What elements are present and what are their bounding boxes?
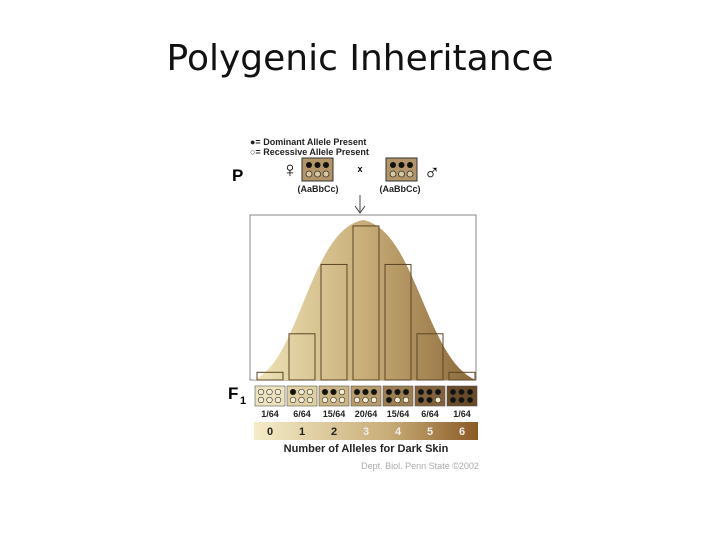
dominant-dot <box>330 388 337 396</box>
dominant-dot <box>353 388 361 396</box>
allele-count: 1 <box>299 426 305 438</box>
bar <box>384 263 412 381</box>
recessive-dot <box>257 388 265 396</box>
allele-count: 6 <box>459 426 465 438</box>
allele-count: 2 <box>331 426 337 438</box>
legend-dominant: ●= Dominant Allele Present <box>250 137 366 147</box>
fraction-label: 6/64 <box>421 409 439 419</box>
recessive-dot <box>322 170 330 178</box>
allele-count: 5 <box>427 426 433 438</box>
dominant-dot <box>385 388 393 396</box>
recessive-dot <box>274 388 282 396</box>
recessive-dot <box>338 388 346 396</box>
bar <box>256 371 284 381</box>
recessive-dot <box>353 396 361 404</box>
bell-curve <box>254 220 476 380</box>
recessive-dot <box>289 396 297 404</box>
recessive-dot <box>394 396 401 404</box>
male-symbol: ♂ <box>424 160 441 185</box>
dominant-dot <box>321 388 329 396</box>
dominant-dot <box>402 388 410 396</box>
allele-band <box>254 422 478 440</box>
dominant-dot <box>390 162 396 168</box>
dominant-dot <box>407 162 413 168</box>
recessive-dot <box>338 396 346 404</box>
cross: x <box>357 164 362 174</box>
recessive-dot <box>298 396 305 404</box>
dominant-dot <box>458 388 465 396</box>
bar <box>352 225 380 381</box>
parent-box <box>301 157 334 182</box>
dominant-dot <box>417 388 425 396</box>
fraction-label: 15/64 <box>387 409 410 419</box>
dominant-dot <box>289 388 297 396</box>
dominant-dot <box>417 396 425 404</box>
dominant-dot <box>426 388 433 396</box>
bar <box>448 371 476 381</box>
female-genotype: (AaBbCc) <box>297 184 338 194</box>
parent-label: P <box>232 166 243 185</box>
recessive-dot <box>362 396 369 404</box>
fraction-label: 20/64 <box>355 409 378 419</box>
male-genotype: (AaBbCc) <box>379 184 420 194</box>
allele-count: 4 <box>395 426 402 438</box>
recessive-dot <box>257 396 265 404</box>
dominant-dot <box>394 388 401 396</box>
dominant-dot <box>306 162 312 168</box>
dominant-dot <box>466 396 474 404</box>
legend-recessive: ○= Recessive Allele Present <box>250 147 369 157</box>
recessive-dot <box>266 396 273 404</box>
dominant-dot <box>449 388 457 396</box>
fraction-label: 15/64 <box>323 409 346 419</box>
parent-box <box>385 157 418 182</box>
dominant-dot <box>449 396 457 404</box>
dominant-dot <box>385 396 393 404</box>
fraction-label: 1/64 <box>261 409 279 419</box>
recessive-dot <box>389 170 397 178</box>
recessive-dot <box>306 396 314 404</box>
f1-label: F <box>228 384 238 403</box>
fraction-label: 1/64 <box>453 409 471 419</box>
recessive-dot <box>398 170 405 178</box>
allele-count: 0 <box>267 426 273 438</box>
recessive-dot <box>266 388 273 396</box>
dominant-dot <box>362 388 369 396</box>
recessive-dot <box>370 396 378 404</box>
dominant-dot <box>398 162 405 168</box>
female-symbol: ♀ <box>282 157 299 182</box>
recessive-dot <box>298 388 305 396</box>
slide-title: Polygenic Inheritance <box>167 38 554 79</box>
axis-label: Number of Alleles for Dark Skin <box>284 443 449 455</box>
recessive-dot <box>434 396 442 404</box>
arrow <box>354 195 366 214</box>
columns: 1/64 0 6/64 1 15/64 2 20/64 3 15/64 4 6/64 5 1/64 6 <box>254 385 478 438</box>
dominant-dot <box>458 396 465 404</box>
bar <box>320 263 348 381</box>
recessive-dot <box>330 396 337 404</box>
recessive-dot <box>402 396 410 404</box>
dominant-dot <box>426 396 433 404</box>
recessive-dot <box>314 170 321 178</box>
f1-subscript: 1 <box>240 395 246 407</box>
recessive-dot <box>274 396 282 404</box>
bars <box>256 225 476 381</box>
bar <box>416 333 444 381</box>
dominant-dot <box>323 162 329 168</box>
dominant-dot <box>370 388 378 396</box>
dominant-dot <box>434 388 442 396</box>
recessive-dot <box>406 170 414 178</box>
recessive-dot <box>305 170 313 178</box>
allele-count: 3 <box>363 426 369 438</box>
fraction-label: 6/64 <box>293 409 311 419</box>
dominant-dot <box>466 388 474 396</box>
recessive-dot <box>321 396 329 404</box>
dominant-dot <box>314 162 321 168</box>
parent-boxes <box>301 157 418 182</box>
bar <box>288 333 316 381</box>
credit: Dept. Biol. Penn State ©2002 <box>361 461 479 471</box>
recessive-dot <box>306 388 314 396</box>
